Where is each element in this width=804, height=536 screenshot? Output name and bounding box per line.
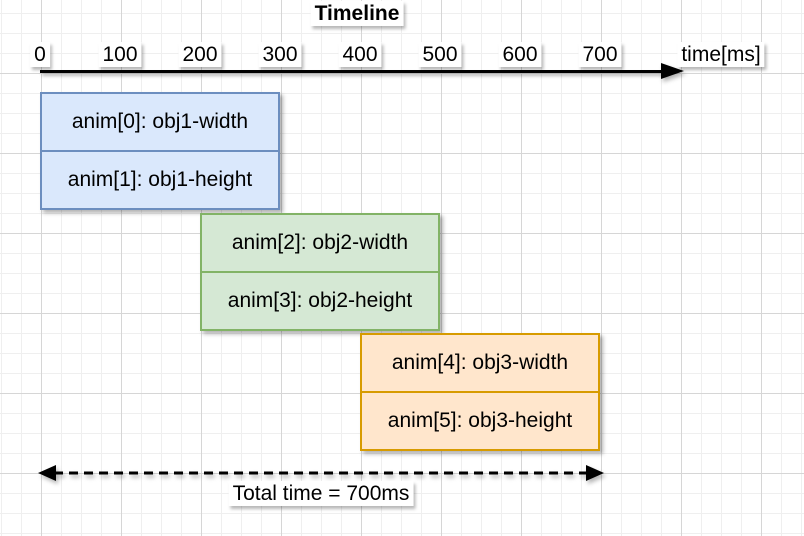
bar-label: anim[0]: obj1-width [71,110,249,133]
diagram-title: Timeline [310,1,404,26]
bar-group-obj1: anim[0]: obj1-width anim[1]: obj1-height [40,92,280,210]
arrowhead-right-icon [586,465,604,481]
axis-tick-label-100: 100 [98,42,142,67]
axis-tick-label-200: 200 [178,42,222,67]
axis-tick-label-400: 400 [338,42,382,67]
bar-group-obj3: anim[4]: obj3-width anim[5]: obj3-height [360,333,600,451]
axis-tick-label-600: 600 [498,42,542,67]
timeline-bar-anim3[interactable]: anim[3]: obj2-height [200,271,440,331]
axis-line [40,70,666,73]
axis-arrowhead-icon [661,63,684,79]
bar-label: anim[3]: obj2-height [227,289,413,312]
timeline-bar-anim1[interactable]: anim[1]: obj1-height [40,150,280,210]
bar-label: anim[4]: obj3-width [391,351,569,374]
bar-label: anim[2]: obj2-width [231,231,409,254]
bar-label: anim[5]: obj3-height [387,409,573,432]
axis-tick-label-300: 300 [258,42,302,67]
timeline-bar-anim2[interactable]: anim[2]: obj2-width [200,213,440,273]
total-duration-label: Total time = 700ms [228,481,414,506]
timeline-bar-anim4[interactable]: anim[4]: obj3-width [360,333,600,393]
arrowhead-left-icon [38,465,56,481]
axis-tick-label-0: 0 [30,42,50,67]
axis-tick-label-500: 500 [418,42,462,67]
total-duration-arrow [38,465,604,481]
timeline-bar-anim5[interactable]: anim[5]: obj3-height [360,391,600,451]
timeline-bar-anim0[interactable]: anim[0]: obj1-width [40,92,280,152]
axis-unit-label: time[ms] [677,42,765,67]
bar-group-obj2: anim[2]: obj2-width anim[3]: obj2-height [200,213,440,331]
bar-label: anim[1]: obj1-height [67,168,253,191]
axis-tick-label-700: 700 [578,42,622,67]
